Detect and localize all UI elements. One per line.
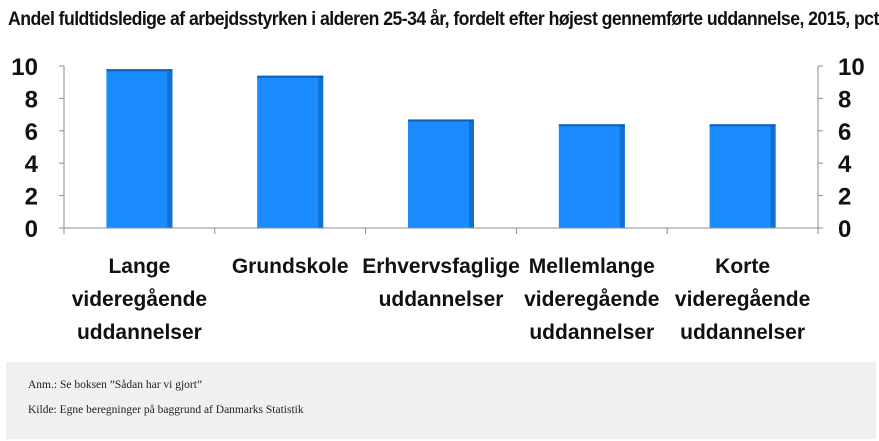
y-tick-label-right: 0 bbox=[838, 216, 851, 243]
chart-title: Andel fuldtidsledige af arbejdsstyrken i… bbox=[8, 9, 879, 30]
bar-shade bbox=[469, 119, 474, 228]
y-tick-label-right: 6 bbox=[838, 119, 851, 146]
x-category-label: Korte videregående uddannelser bbox=[675, 255, 810, 344]
y-tick-label-left: 2 bbox=[25, 184, 38, 211]
y-tick-label-left: 4 bbox=[25, 151, 39, 178]
bar bbox=[106, 69, 173, 229]
y-tick-label-right: 8 bbox=[838, 86, 851, 113]
y-tick-label-right: 10 bbox=[838, 54, 865, 81]
bar-shade bbox=[318, 75, 324, 228]
bar-top-edge bbox=[709, 124, 776, 127]
y-tick-label-left: 6 bbox=[25, 119, 38, 146]
x-category-label: Grundskole bbox=[232, 255, 349, 278]
bar-chart: 0 2 4 6 8 10 0 2 4 6 8 10 Lange videregående uddanne… bbox=[11, 54, 865, 344]
bar bbox=[558, 124, 625, 228]
x-category-label: Erhvervsfaglige uddannelser bbox=[362, 255, 520, 311]
x-axis-labels: Lange videregående uddannelser Grundskole Er… bbox=[72, 255, 811, 344]
x-category-label: Mellemlange videregående uddannelser bbox=[524, 255, 659, 344]
bar bbox=[408, 119, 474, 228]
bar-top-edge bbox=[558, 124, 625, 127]
bars bbox=[106, 69, 776, 229]
y-axis-left: 0 2 4 6 8 10 bbox=[11, 54, 65, 243]
y-tick-label-right: 4 bbox=[838, 151, 852, 178]
bar bbox=[709, 124, 776, 228]
bar-top-edge bbox=[106, 69, 173, 72]
x-category-label: Lange videregående uddannelser bbox=[72, 255, 207, 344]
y-tick-label-left: 0 bbox=[25, 216, 38, 243]
bar-top-edge bbox=[257, 75, 324, 78]
note-anm: Anm.: Se boksen ”Sådan har vi gjort” bbox=[28, 379, 203, 391]
y-tick-label-left: 8 bbox=[25, 86, 38, 113]
y-tick-label-right: 2 bbox=[838, 184, 851, 211]
bar bbox=[257, 75, 324, 228]
bar-top-edge bbox=[408, 119, 474, 122]
note-source: Kilde: Egne beregninger på baggrund af D… bbox=[28, 404, 304, 416]
bar-shade bbox=[167, 69, 173, 229]
x-axis bbox=[63, 227, 819, 234]
bar-shade bbox=[619, 124, 625, 228]
bar-shade bbox=[770, 124, 776, 228]
notes-box: Anm.: Se boksen ”Sådan har vi gjort” Kil… bbox=[6, 362, 876, 439]
y-axis-right: 0 2 4 6 8 10 bbox=[817, 54, 865, 243]
y-tick-label-left: 10 bbox=[11, 54, 38, 81]
